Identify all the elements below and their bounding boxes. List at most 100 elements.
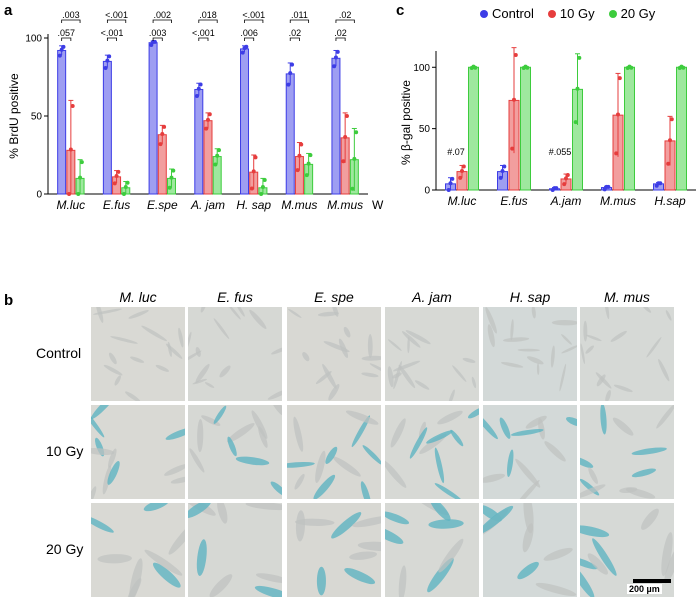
cell (625, 487, 656, 499)
cell (559, 363, 567, 392)
data-point (204, 126, 209, 131)
cell (430, 503, 451, 521)
cell (97, 554, 132, 564)
cell (646, 337, 662, 358)
cell (188, 503, 212, 519)
data-point (565, 173, 570, 178)
significance-bracket (198, 19, 218, 23)
data-point (76, 192, 81, 196)
cell (566, 417, 577, 427)
data-point (123, 184, 128, 189)
cell (409, 427, 428, 459)
significance-bracket (61, 37, 72, 41)
cell (188, 350, 202, 365)
micrograph-2-2 (287, 503, 381, 597)
cell (536, 363, 540, 376)
column-header-m-mus: M. mus (604, 289, 650, 305)
cell (588, 467, 598, 484)
cell (325, 446, 338, 464)
data-point (295, 168, 300, 173)
data-point (498, 175, 503, 180)
cell (501, 362, 524, 368)
cell (328, 383, 340, 401)
legend-label-20gy: 20 Gy (620, 6, 656, 21)
category-label: M.luc (57, 198, 86, 212)
y-tick-label: 100 (25, 34, 42, 45)
cell (514, 479, 540, 499)
data-point (564, 176, 568, 181)
data-point (107, 54, 112, 59)
cell (91, 447, 115, 456)
data-point (149, 43, 154, 48)
micrograph-2-3 (385, 503, 479, 597)
cell (661, 532, 673, 577)
cell (271, 345, 282, 355)
cell (352, 515, 381, 528)
cell (561, 345, 577, 354)
data-point (335, 49, 340, 54)
column-header-e-fus: E. fus (217, 289, 253, 305)
cell (390, 418, 406, 448)
cell (580, 456, 594, 468)
significance-bracket (335, 37, 346, 41)
cell (331, 512, 362, 539)
cell (527, 356, 544, 365)
data-point (616, 112, 620, 117)
cell (398, 565, 407, 597)
cell-texture (188, 503, 282, 597)
cell (165, 427, 185, 440)
data-point (460, 168, 464, 173)
cell (209, 574, 233, 597)
p-value-label: <.001 (105, 10, 128, 20)
data-point (244, 44, 249, 49)
cell (164, 464, 185, 476)
data-point (525, 65, 530, 70)
cell (367, 334, 373, 359)
data-point (668, 138, 672, 143)
cell-texture (580, 508, 674, 597)
cell (385, 459, 407, 488)
bar (102, 60, 112, 195)
data-point (473, 65, 478, 70)
bar (240, 48, 250, 195)
legend-marker-20gy (608, 9, 617, 18)
cell (499, 417, 511, 439)
category-label: A.jam (550, 194, 582, 208)
cell (152, 562, 181, 588)
legend-item-10gy: 10 Gy (547, 6, 595, 21)
cell-texture (485, 307, 577, 392)
bar (203, 120, 213, 195)
cell (580, 343, 585, 365)
micrograph-1-4 (483, 405, 577, 499)
data-point (510, 146, 515, 151)
cell (102, 465, 112, 495)
cell (288, 308, 302, 318)
cell-texture (188, 307, 282, 400)
data-point (61, 44, 66, 49)
cell (471, 376, 477, 389)
data-point (448, 181, 453, 186)
cell-texture (288, 307, 381, 401)
cell-texture (294, 510, 381, 596)
bar (676, 66, 687, 191)
p-value-label: .002 (154, 10, 172, 20)
data-point (629, 65, 634, 70)
data-point (78, 175, 83, 180)
cell (255, 573, 282, 584)
cell (438, 538, 464, 573)
cell (322, 363, 337, 389)
data-point (158, 142, 163, 147)
cell (361, 355, 381, 361)
data-point (450, 176, 455, 181)
cell (249, 309, 267, 330)
data-point (160, 131, 165, 136)
cell (468, 407, 479, 419)
category-label: M.luc (448, 194, 477, 208)
cell (188, 331, 192, 350)
cell (226, 423, 255, 443)
micrograph-2-0 (91, 503, 185, 597)
cell (487, 324, 495, 348)
cell (213, 405, 227, 424)
cell (189, 448, 205, 473)
data-point (446, 188, 451, 192)
